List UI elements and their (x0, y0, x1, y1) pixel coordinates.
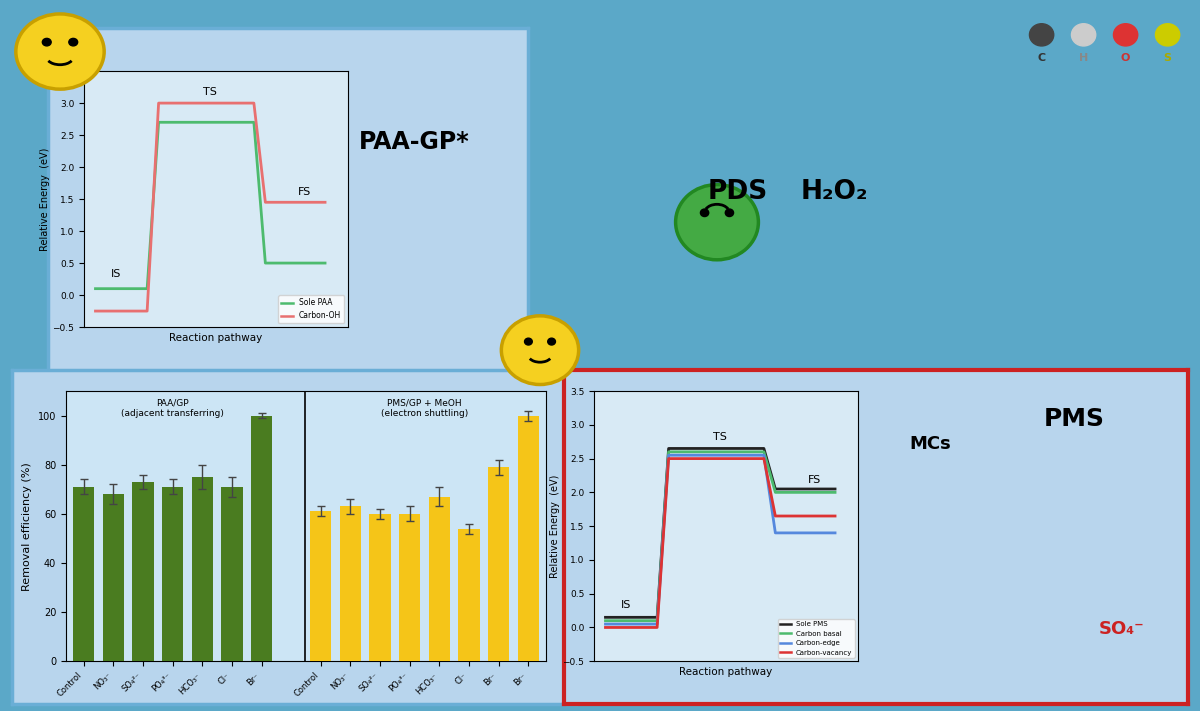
X-axis label: Reaction pathway: Reaction pathway (679, 667, 773, 677)
Text: SO₄⁻: SO₄⁻ (1099, 620, 1145, 638)
Y-axis label: Removal efficiency (%): Removal efficiency (%) (23, 461, 32, 591)
Circle shape (502, 316, 578, 385)
Text: H₂O₂: H₂O₂ (800, 179, 868, 205)
Circle shape (16, 14, 104, 89)
Legend: Sole PAA, Carbon-OH: Sole PAA, Carbon-OH (278, 295, 344, 324)
Bar (103, 494, 124, 661)
Text: MCs: MCs (910, 435, 950, 454)
Text: S: S (1164, 53, 1171, 63)
Circle shape (1114, 23, 1138, 46)
Bar (251, 416, 272, 661)
Bar (340, 506, 361, 661)
Text: FS: FS (298, 186, 311, 197)
Text: C: C (1038, 53, 1045, 63)
Circle shape (1156, 23, 1180, 46)
Bar (488, 467, 509, 661)
Y-axis label: Relative Energy  (eV): Relative Energy (eV) (550, 474, 559, 578)
Y-axis label: Relative Energy  (eV): Relative Energy (eV) (40, 147, 49, 251)
X-axis label: Reaction pathway: Reaction pathway (169, 333, 263, 343)
Bar (162, 487, 184, 661)
Bar (132, 482, 154, 661)
Bar (400, 514, 420, 661)
Bar (192, 477, 212, 661)
Text: PDS: PDS (708, 179, 768, 205)
Bar (428, 497, 450, 661)
Bar (370, 514, 391, 661)
Text: PMS: PMS (1044, 407, 1104, 432)
Text: TS: TS (713, 432, 727, 442)
Circle shape (725, 209, 733, 217)
Circle shape (701, 209, 709, 217)
Circle shape (676, 185, 758, 260)
Text: TS: TS (203, 87, 217, 97)
Text: IS: IS (110, 269, 121, 279)
Text: PMS/GP + MeOH
(electron shuttling): PMS/GP + MeOH (electron shuttling) (380, 398, 468, 418)
Circle shape (42, 38, 52, 46)
Bar (517, 416, 539, 661)
Text: IS: IS (620, 600, 631, 610)
Text: PAA/GP
(adjacent transferring): PAA/GP (adjacent transferring) (121, 398, 224, 418)
Text: FS: FS (808, 475, 821, 485)
Bar (221, 487, 242, 661)
Circle shape (547, 338, 556, 345)
Circle shape (1072, 23, 1096, 46)
Text: H: H (1079, 53, 1088, 63)
Circle shape (1030, 23, 1054, 46)
Circle shape (68, 38, 78, 46)
Text: O: O (1121, 53, 1130, 63)
Legend: Sole PMS, Carbon basal, Carbon-edge, Carbon-vacancy: Sole PMS, Carbon basal, Carbon-edge, Car… (778, 619, 854, 658)
Circle shape (524, 338, 533, 345)
Bar (310, 511, 331, 661)
Bar (458, 528, 480, 661)
Bar (73, 487, 95, 661)
Text: PAA-GP*: PAA-GP* (359, 130, 469, 154)
